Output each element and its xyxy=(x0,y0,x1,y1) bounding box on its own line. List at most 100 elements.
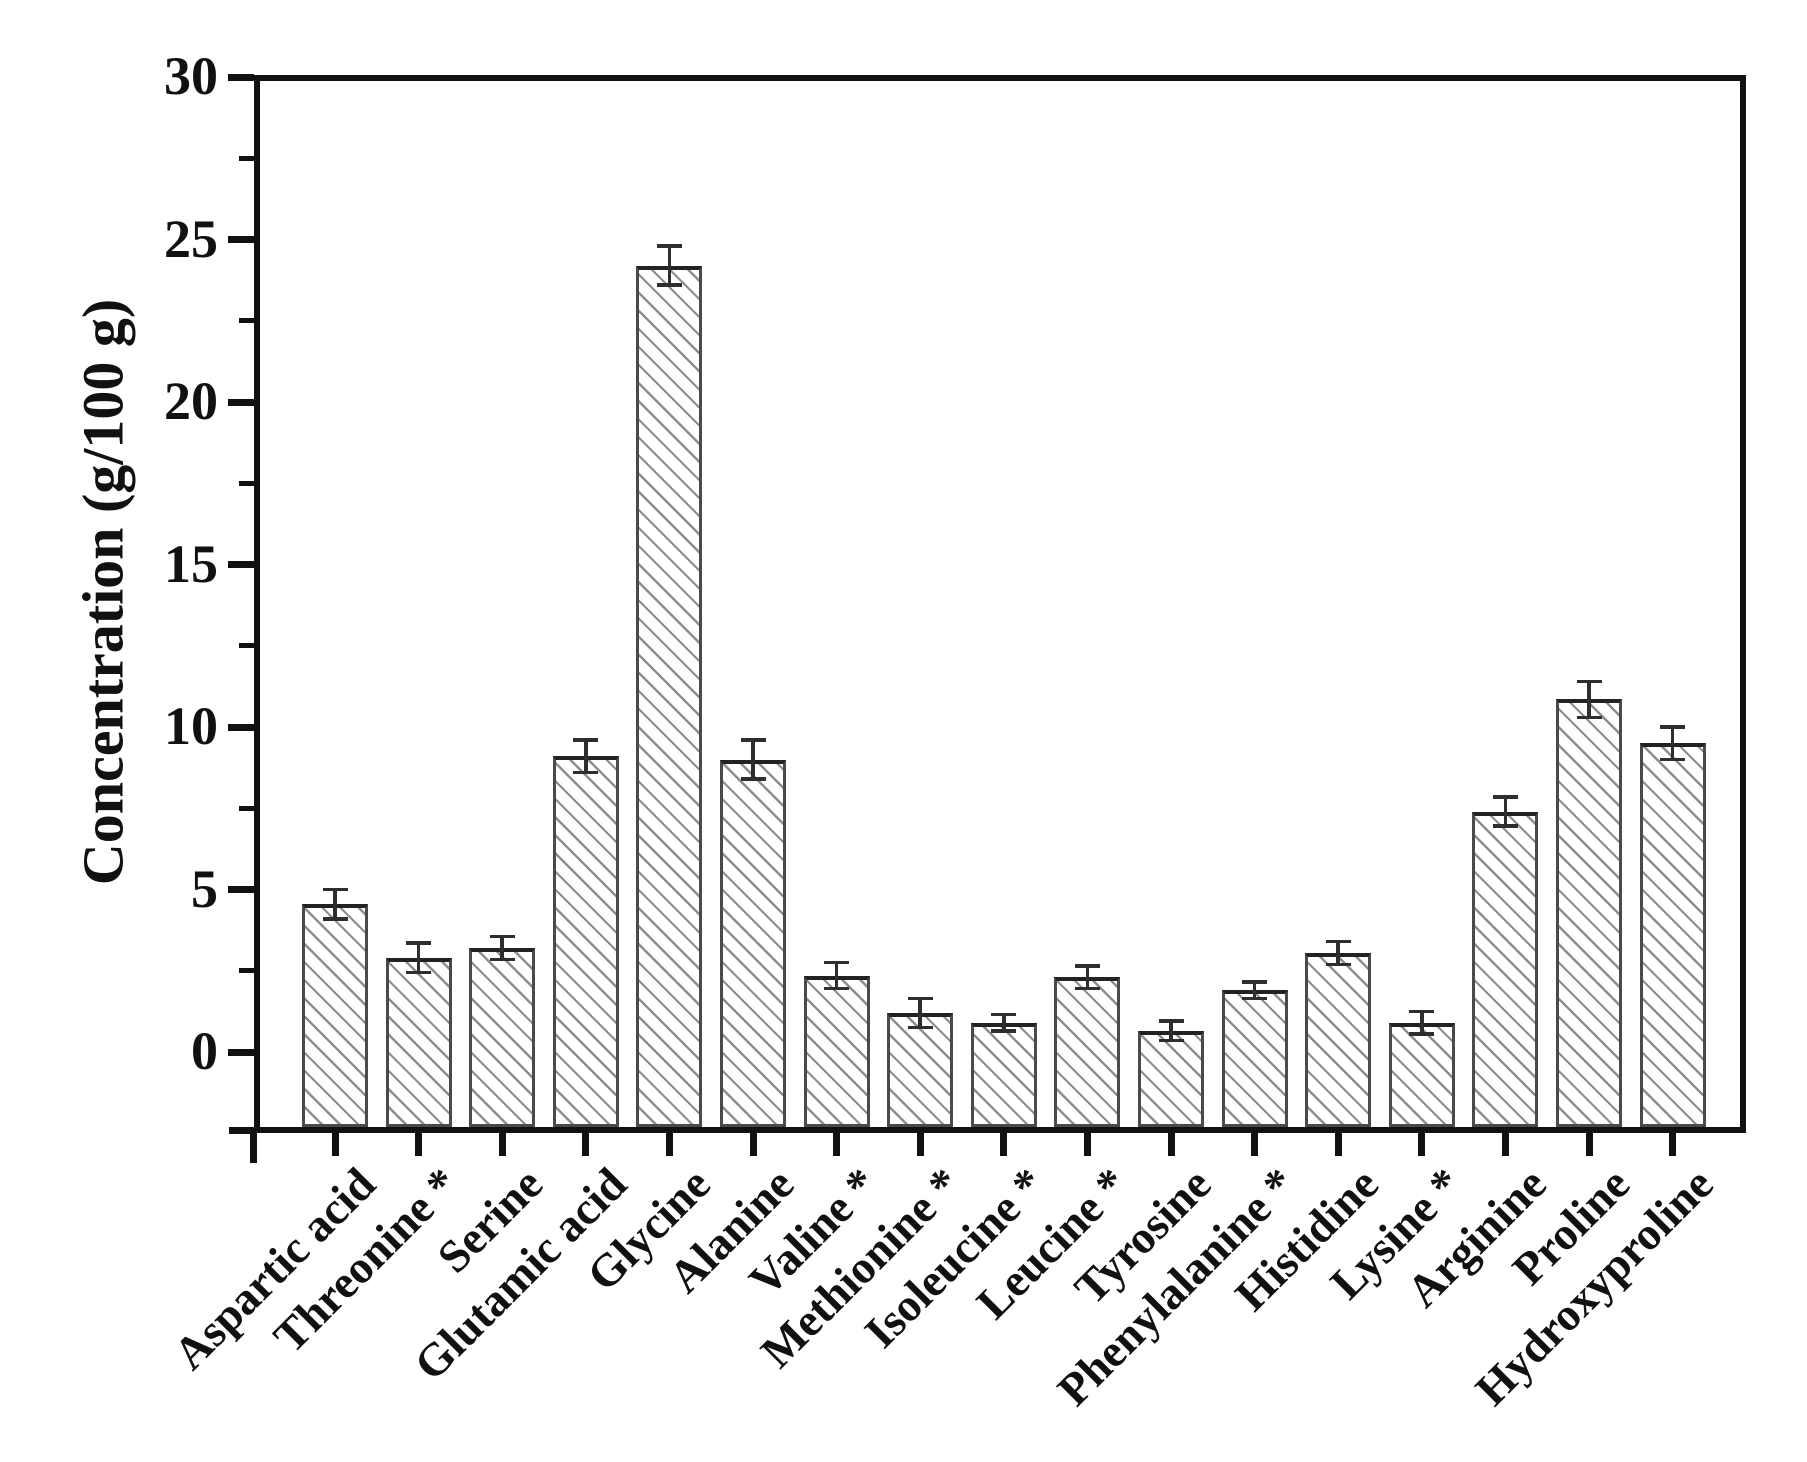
y-axis-major-tick xyxy=(228,886,254,893)
error-bar-cap-top xyxy=(1158,1019,1184,1023)
error-bar-cap-bottom xyxy=(656,283,682,287)
error-bar-line xyxy=(416,943,421,973)
x-axis-tick xyxy=(1418,1133,1426,1156)
error-bar-cap-bottom xyxy=(1492,824,1518,828)
y-axis-major-tick xyxy=(228,561,254,568)
x-axis-left-stub xyxy=(229,1127,254,1134)
error-bar-line xyxy=(1002,1014,1006,1031)
y-axis-tick-label: 30 xyxy=(164,45,218,106)
error-bar-line xyxy=(333,889,337,919)
error-bar-line xyxy=(1085,965,1090,989)
error-bar-line xyxy=(834,962,839,989)
y-axis-minor-tick xyxy=(239,480,254,486)
error-bar-line xyxy=(1252,982,1257,999)
y-axis-major-tick xyxy=(228,723,254,731)
error-bar-line xyxy=(1420,1011,1424,1035)
error-bar-cap-bottom xyxy=(322,917,348,921)
error-bar-cap-bottom xyxy=(489,957,515,962)
y-axis-minor-tick xyxy=(239,643,254,649)
bar xyxy=(720,759,786,1127)
error-bar-cap-bottom xyxy=(1242,996,1268,1001)
error-bar-cap-top xyxy=(1409,1009,1435,1014)
bar xyxy=(1054,977,1121,1127)
error-bar-cap-top xyxy=(1576,679,1602,684)
error-bar-cap-top xyxy=(991,1012,1017,1017)
error-bar-line xyxy=(1336,941,1340,965)
error-bar-line xyxy=(918,998,922,1028)
x-axis-tick xyxy=(331,1133,339,1156)
bar xyxy=(1556,699,1622,1127)
x-axis-tick xyxy=(1167,1133,1175,1156)
error-bar-line xyxy=(1503,796,1508,827)
bar xyxy=(385,957,452,1127)
error-bar-cap-top xyxy=(1492,795,1518,799)
error-bar-cap-bottom xyxy=(1409,1032,1435,1036)
error-bar-line xyxy=(751,740,755,779)
y-axis-minor-tick xyxy=(239,968,254,974)
x-axis-tick xyxy=(415,1133,423,1156)
x-axis-tick xyxy=(1000,1133,1008,1156)
y-axis-tick-label: 25 xyxy=(164,208,218,269)
error-bar-cap-bottom xyxy=(1576,715,1602,719)
error-bar-cap-bottom xyxy=(1325,962,1351,966)
y-axis-tick-label: 10 xyxy=(164,695,218,756)
x-axis-tick xyxy=(1501,1133,1509,1156)
error-bar-line xyxy=(1169,1021,1173,1041)
x-axis-tick xyxy=(665,1133,673,1156)
error-bar-cap-top xyxy=(656,244,682,248)
bar xyxy=(1221,990,1288,1127)
error-bar-cap-top xyxy=(1325,939,1351,944)
y-axis-major-tick xyxy=(228,236,254,243)
error-bar-line xyxy=(667,246,672,285)
y-axis-tick-label: 20 xyxy=(164,370,218,431)
y-axis-major-tick xyxy=(228,398,254,406)
error-bar-cap-top xyxy=(1074,964,1100,968)
bar xyxy=(636,265,703,1127)
error-bar-cap-bottom xyxy=(740,777,766,781)
error-bar-line xyxy=(584,740,588,773)
error-bar-cap-top xyxy=(824,960,850,965)
bar xyxy=(469,948,536,1127)
bar xyxy=(1388,1022,1455,1127)
bar xyxy=(1138,1030,1204,1127)
error-bar-cap-top xyxy=(1242,980,1268,984)
x-axis-tick xyxy=(1334,1133,1342,1156)
y-axis-major-tick xyxy=(228,1048,254,1056)
error-bar-cap-bottom xyxy=(573,770,599,775)
error-bar-cap-bottom xyxy=(907,1025,933,1030)
y-axis-tick-label: 15 xyxy=(164,533,218,594)
y-axis-minor-tick xyxy=(239,805,254,811)
error-bar-cap-bottom xyxy=(824,986,850,991)
bar xyxy=(1305,952,1372,1127)
error-bar-line xyxy=(1670,727,1675,760)
x-axis-tick xyxy=(498,1133,506,1156)
y-axis-tick-label: 5 xyxy=(191,858,218,919)
error-bar-cap-top xyxy=(573,738,599,742)
x-axis-tick xyxy=(1083,1133,1091,1156)
error-bar-cap-bottom xyxy=(991,1029,1017,1033)
error-bar-line xyxy=(500,936,504,960)
error-bar-cap-bottom xyxy=(406,970,432,975)
bar xyxy=(552,756,619,1127)
error-bar-cap-bottom xyxy=(1074,986,1100,991)
y-axis-tick-label: 0 xyxy=(191,1020,218,1081)
error-bar-cap-top xyxy=(489,934,515,939)
x-axis-tick xyxy=(1669,1133,1677,1156)
error-bar-cap-bottom xyxy=(1158,1038,1184,1043)
y-axis-major-tick xyxy=(228,73,254,81)
x-axis-tick xyxy=(916,1133,924,1156)
x-axis-tick xyxy=(833,1133,841,1156)
bar xyxy=(803,975,870,1127)
bar xyxy=(1639,743,1706,1127)
x-axis-tick xyxy=(1251,1133,1259,1156)
error-bar-cap-top xyxy=(740,738,766,742)
x-axis-tick xyxy=(582,1133,590,1156)
y-axis-minor-tick xyxy=(239,318,254,324)
bar xyxy=(302,904,368,1127)
x-axis-tick xyxy=(749,1133,757,1156)
error-bar-line xyxy=(1587,681,1591,718)
y-axis-minor-tick xyxy=(239,155,254,161)
x-axis-tick xyxy=(1585,1133,1593,1156)
bar xyxy=(1472,811,1539,1127)
